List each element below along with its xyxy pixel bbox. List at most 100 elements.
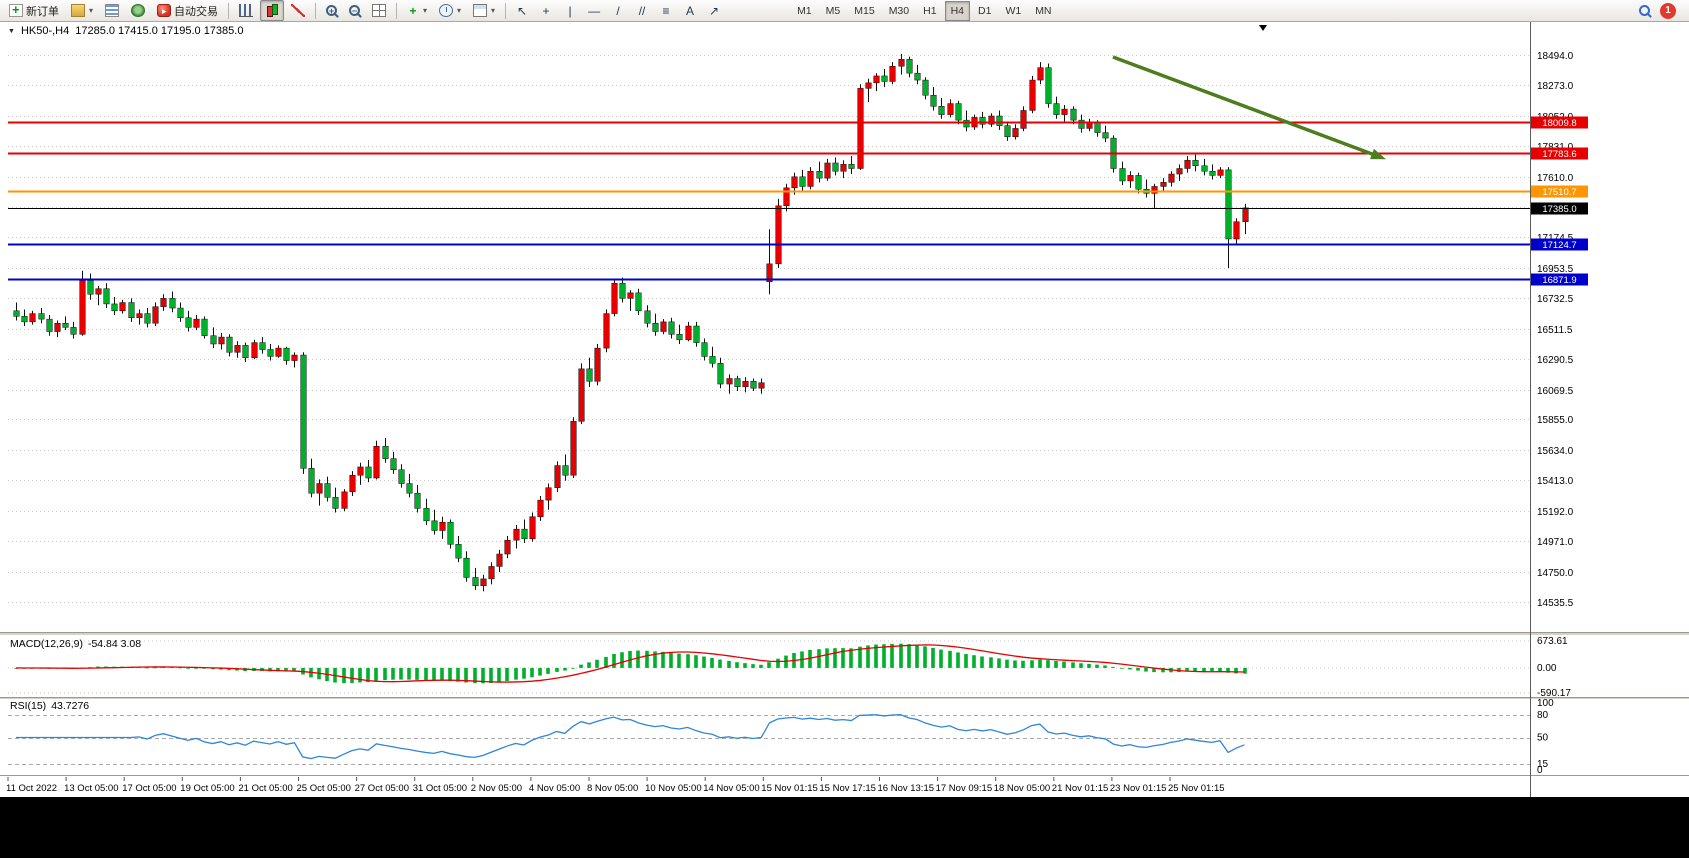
time-axis[interactable]: 11 Oct 2022 13 Oct 05:00 17 Oct 05:00 19 Oc…: [0, 777, 1689, 797]
trendline-icon: /: [616, 3, 620, 18]
panel-separator[interactable]: [0, 632, 1689, 636]
text-button[interactable]: A: [679, 0, 701, 21]
price-line-16871.9[interactable]: 16871.9: [8, 273, 1588, 286]
svg-text:673.61: 673.61: [1537, 636, 1568, 647]
toolbar-separator: [505, 2, 507, 19]
price-grid: [8, 55, 1530, 603]
price-line-17385.0[interactable]: 17385.0: [8, 202, 1588, 215]
svg-text:15 Nov 17:15: 15 Nov 17:15: [819, 783, 876, 794]
search-icon[interactable]: [1639, 5, 1650, 16]
bar-chart-button[interactable]: [234, 0, 258, 21]
new-order-button-label: 新订单: [26, 5, 59, 18]
new-order-button[interactable]: 新订单: [4, 0, 64, 21]
panel-separator[interactable]: [0, 697, 1689, 700]
equidistant-channel-icon: //: [638, 3, 646, 18]
horizontal-line-button[interactable]: —: [583, 0, 605, 21]
line-chart-button[interactable]: [286, 0, 310, 21]
price-line-18009.8[interactable]: 18009.8: [8, 116, 1588, 129]
toolbar-separator: [315, 2, 317, 19]
svg-text:14750.0: 14750.0: [1537, 568, 1574, 579]
trendline-button[interactable]: /: [607, 0, 629, 21]
price-line-17783.6[interactable]: 17783.6: [8, 147, 1588, 160]
scroll-end-marker[interactable]: [1259, 25, 1267, 31]
arrows-button[interactable]: ↗: [703, 0, 725, 21]
rsi-indicator-label: RSI(15) 43.7276: [10, 700, 89, 712]
svg-text:16290.5: 16290.5: [1537, 355, 1574, 366]
notification-badge[interactable]: 1: [1660, 2, 1676, 19]
svg-text:21 Oct 05:00: 21 Oct 05:00: [238, 783, 292, 794]
market-watch-button[interactable]: [100, 0, 124, 21]
zoom-in-icon: +: [326, 5, 338, 16]
toolbar-separator: [228, 2, 230, 19]
timeframe-d1[interactable]: D1: [978, 4, 992, 17]
tile-windows-icon: [372, 4, 387, 17]
fibonacci-button[interactable]: ≡: [655, 0, 677, 21]
rsi-name: RSI(15): [10, 700, 47, 712]
templates-button[interactable]: ▾: [468, 0, 500, 21]
macd-indicator-label: MACD(12,26,9) -54.84 3.08: [10, 638, 141, 650]
macd-name: MACD(12,26,9): [10, 638, 83, 650]
svg-text:25 Oct 05:00: 25 Oct 05:00: [297, 783, 351, 794]
chart-profile-icon: [71, 4, 85, 17]
toolbar-right-group: 1: [1639, 2, 1686, 19]
clock-icon: [439, 4, 454, 17]
timeframe-mn[interactable]: MN: [1035, 4, 1052, 17]
svg-text:-590.17: -590.17: [1537, 688, 1571, 699]
svg-text:8 Nov 05:00: 8 Nov 05:00: [587, 783, 638, 794]
dropdown-arrow-icon: ▾: [89, 6, 94, 15]
svg-text:19 Oct 05:00: 19 Oct 05:00: [180, 783, 234, 794]
templates-icon: [473, 4, 488, 17]
svg-text:23 Nov 01:15: 23 Nov 01:15: [1110, 783, 1167, 794]
indicators-button[interactable]: + ▾: [402, 0, 432, 21]
svg-text:17124.7: 17124.7: [1542, 240, 1576, 251]
crosshair-button[interactable]: +: [535, 0, 557, 21]
symbol-dropdown-icon[interactable]: ▼: [8, 27, 15, 35]
timeframe-m15[interactable]: M15: [854, 4, 875, 17]
timeframe-h4[interactable]: H4: [944, 0, 970, 21]
timeframe-m30[interactable]: M30: [888, 4, 910, 17]
price-line-17124.7[interactable]: 17124.7: [8, 238, 1588, 251]
navigator-icon: [131, 4, 146, 17]
svg-text:2 Nov 05:00: 2 Nov 05:00: [471, 783, 522, 794]
chart-background: [0, 22, 1689, 797]
svg-text:16069.5: 16069.5: [1537, 386, 1574, 397]
timeframe-m1[interactable]: M1: [797, 4, 812, 17]
svg-text:18009.8: 18009.8: [1542, 118, 1576, 129]
candlestick-button[interactable]: [260, 0, 285, 21]
svg-text:4 Nov 05:00: 4 Nov 05:00: [529, 783, 580, 794]
zoom-out-button[interactable]: −: [344, 0, 365, 21]
timeframe-m5[interactable]: M5: [825, 4, 841, 17]
symbol-period-label: HK50-,H4: [20, 25, 70, 37]
cursor-button[interactable]: ↖: [511, 0, 533, 21]
svg-text:31 Oct 05:00: 31 Oct 05:00: [413, 783, 467, 794]
zoom-in-button[interactable]: +: [321, 0, 342, 21]
navigator-button[interactable]: [126, 0, 150, 21]
timeframe-w1[interactable]: W1: [1005, 4, 1022, 17]
trend-arrow[interactable]: [1112, 55, 1387, 160]
dropdown-arrow-icon: ▾: [491, 6, 496, 15]
market-watch-icon: [105, 4, 120, 17]
svg-text:15413.0: 15413.0: [1537, 476, 1574, 487]
charts-profile-button[interactable]: ▾: [66, 0, 98, 21]
vertical-line-button[interactable]: |: [559, 0, 581, 21]
cursor-icon: ↖: [517, 3, 528, 18]
svg-text:16 Nov 13:15: 16 Nov 13:15: [878, 783, 935, 794]
price-line-17510.7[interactable]: 17510.7: [8, 185, 1588, 198]
tile-windows-button[interactable]: [367, 0, 391, 21]
svg-text:14535.5: 14535.5: [1537, 598, 1574, 609]
text-icon: A: [686, 3, 695, 18]
svg-text:50: 50: [1537, 733, 1549, 744]
svg-text:16871.9: 16871.9: [1542, 275, 1576, 286]
candlestick-series: [13, 53, 1249, 592]
svg-text:15 Nov 01:15: 15 Nov 01:15: [761, 783, 818, 794]
svg-text:25 Nov 01:15: 25 Nov 01:15: [1168, 783, 1225, 794]
svg-text:15634.0: 15634.0: [1537, 446, 1574, 457]
channel-button[interactable]: //: [631, 0, 653, 21]
timeframe-h1[interactable]: H1: [923, 4, 937, 17]
svg-text:18273.0: 18273.0: [1537, 81, 1574, 92]
line-chart-icon: [291, 4, 306, 17]
auto-trading-button[interactable]: 自动交易: [152, 0, 223, 21]
periods-button[interactable]: ▾: [434, 0, 466, 21]
